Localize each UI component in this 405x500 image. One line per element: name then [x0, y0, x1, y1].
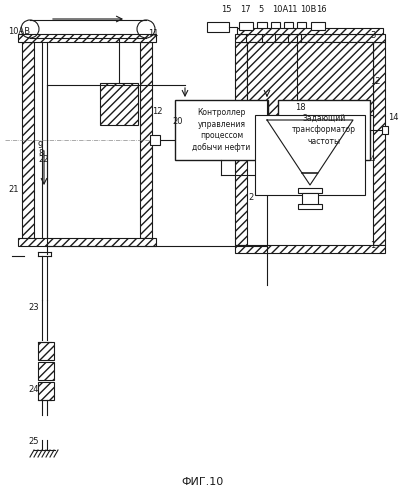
Text: 10А: 10А: [272, 6, 288, 15]
Bar: [235, 42, 247, 245]
Bar: [257, 22, 267, 28]
Bar: [38, 382, 54, 400]
Bar: [207, 22, 229, 32]
Bar: [302, 193, 318, 207]
Bar: [271, 22, 280, 28]
Bar: [311, 22, 325, 30]
Text: 2: 2: [248, 194, 253, 202]
Bar: [298, 188, 322, 193]
Text: 22: 22: [38, 156, 49, 164]
Text: 25: 25: [28, 438, 38, 446]
Bar: [18, 34, 156, 42]
Bar: [237, 28, 383, 34]
Text: 8: 8: [38, 148, 43, 158]
Text: 12: 12: [370, 78, 381, 86]
Bar: [18, 238, 156, 246]
Text: 3: 3: [370, 30, 375, 40]
Bar: [278, 100, 370, 160]
Bar: [382, 126, 388, 134]
Bar: [247, 42, 373, 115]
Bar: [284, 22, 293, 28]
Text: 15: 15: [221, 6, 232, 15]
Text: 11: 11: [148, 28, 158, 38]
Bar: [175, 100, 268, 160]
Polygon shape: [302, 173, 318, 185]
Bar: [22, 42, 34, 238]
Text: 16: 16: [316, 6, 326, 15]
Bar: [38, 362, 54, 380]
Text: Контроллер
управления
процессом
добычи нефти: Контроллер управления процессом добычи н…: [192, 108, 251, 152]
Text: 9: 9: [38, 140, 43, 149]
Text: Задающий
трансформатор
частоты: Задающий трансформатор частоты: [292, 114, 356, 146]
Bar: [235, 245, 385, 253]
Bar: [100, 83, 138, 125]
Bar: [150, 135, 160, 145]
Text: 10В: 10В: [300, 6, 316, 15]
Text: 24: 24: [28, 386, 38, 394]
Text: 21: 21: [8, 186, 19, 194]
Bar: [38, 342, 54, 360]
Text: 4: 4: [370, 156, 375, 164]
Bar: [373, 42, 385, 245]
Text: 18: 18: [295, 102, 306, 112]
Text: 1: 1: [370, 240, 375, 250]
Text: 12: 12: [152, 108, 162, 116]
Bar: [255, 115, 365, 195]
Text: 10АВ: 10АВ: [8, 28, 30, 36]
Bar: [140, 42, 152, 238]
Text: 5: 5: [258, 6, 263, 15]
Text: 23: 23: [28, 304, 38, 312]
Polygon shape: [267, 120, 353, 173]
Text: ФИГ.10: ФИГ.10: [181, 477, 223, 487]
Text: 14: 14: [388, 114, 399, 122]
Text: 20: 20: [172, 118, 183, 126]
Text: 11: 11: [287, 6, 298, 15]
Bar: [235, 34, 385, 42]
Bar: [297, 22, 306, 28]
Text: 17: 17: [240, 6, 251, 15]
Bar: [239, 22, 253, 30]
Bar: [298, 204, 322, 209]
